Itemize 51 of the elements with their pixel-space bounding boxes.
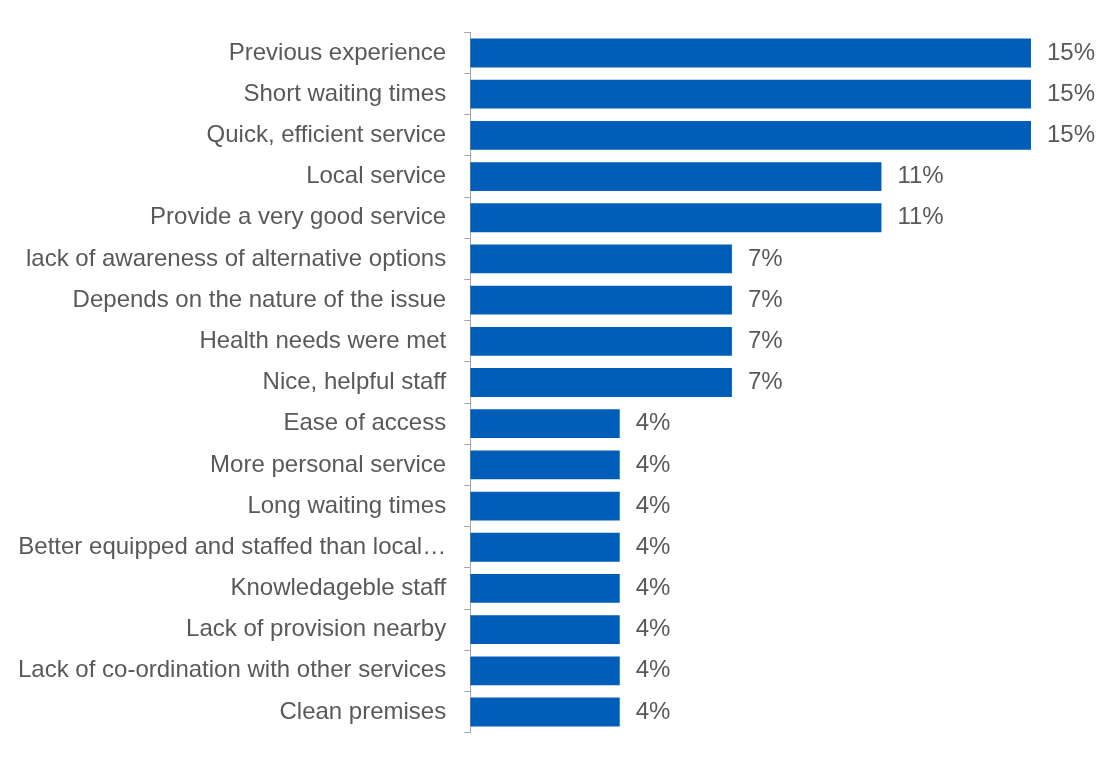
bar — [470, 326, 732, 356]
data-label: 7% — [747, 367, 783, 395]
data-label: 15% — [1047, 37, 1096, 65]
bar — [470, 285, 732, 315]
data-label: 7% — [747, 284, 783, 312]
data-label: 4% — [635, 614, 671, 642]
y-tick-label: Clean premises — [279, 696, 447, 724]
bar — [470, 203, 882, 233]
y-tick-label: Quick, efficient service — [206, 120, 447, 147]
y-tick-label: Lack of provision nearby — [186, 614, 447, 642]
bar — [470, 409, 620, 439]
y-tick-label: Short waiting times — [243, 78, 447, 106]
data-label: 4% — [635, 573, 671, 601]
bar — [470, 38, 1031, 68]
bar — [470, 574, 620, 603]
bar — [470, 162, 882, 191]
bar — [470, 656, 620, 686]
y-tick-label: Knowledageble staff — [230, 573, 447, 601]
y-tick-label: Lack of co-ordination with other services — [18, 655, 447, 683]
data-label: 11% — [897, 161, 944, 189]
data-label: 4% — [635, 696, 671, 724]
bar — [470, 79, 1031, 109]
y-tick-label: Health needs were met — [199, 325, 447, 353]
y-tick-label: lack of awareness of alternative options — [25, 243, 447, 271]
y-tick-label: Nice, helpful staff — [262, 367, 447, 395]
data-label: 7% — [747, 325, 783, 353]
data-label: 4% — [635, 490, 671, 518]
data-label: 11% — [897, 202, 944, 230]
y-tick-label: Long waiting times — [247, 490, 447, 518]
y-tick-label: Previous experience — [228, 37, 447, 65]
y-tick-label: Depends on the nature of the issue — [72, 284, 447, 312]
bar — [470, 244, 732, 274]
data-label: 15% — [1047, 78, 1096, 106]
data-label: 4% — [635, 449, 671, 477]
bar — [470, 120, 1031, 150]
bar — [470, 450, 620, 480]
bar — [470, 491, 620, 521]
y-tick-label: Better equipped and staffed than local… — [18, 531, 447, 559]
bar — [470, 368, 732, 397]
data-label: 7% — [747, 243, 783, 271]
data-label: 4% — [635, 531, 671, 559]
data-label: 4% — [635, 408, 671, 436]
bar — [470, 615, 620, 645]
y-tick-label: Provide a very good service — [150, 202, 447, 230]
data-label: 15% — [1047, 120, 1096, 147]
y-tick-label: More personal service — [210, 449, 447, 477]
bar — [470, 697, 620, 727]
y-tick-label: Local service — [306, 161, 447, 189]
y-tick-label: Ease of access — [283, 408, 447, 436]
data-label: 4% — [635, 655, 671, 683]
bar — [470, 532, 620, 562]
